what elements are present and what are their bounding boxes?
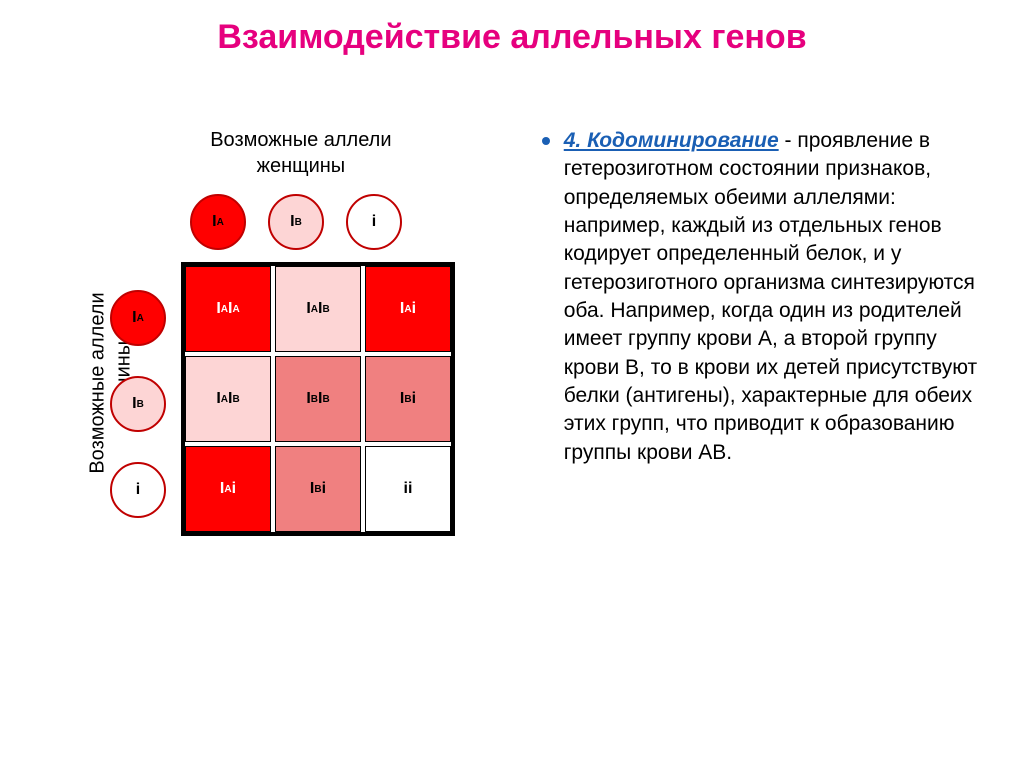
punnett-cell: IAi bbox=[185, 446, 271, 532]
allele-circle: i bbox=[346, 194, 402, 250]
punnett-cell: IAIB bbox=[275, 266, 361, 352]
punnett-cell: IAIB bbox=[185, 356, 271, 442]
allele-circle: IB bbox=[110, 376, 166, 432]
punnett-cell: IAi bbox=[365, 266, 451, 352]
text-panel: 4. Кодоминирование - проявление в гетеро… bbox=[542, 127, 994, 536]
allele-circle: IB bbox=[268, 194, 324, 250]
definition-body: - проявление в гетерозиготном состоянии … bbox=[564, 129, 977, 464]
column-allele-headers: IA IB i bbox=[190, 194, 512, 250]
punnett-cell: ii bbox=[365, 446, 451, 532]
punnett-square-area: IAIBi IAIBi IAIAIAIBIAiIAIBIBIBIBiIAiIBi… bbox=[110, 194, 512, 536]
punnett-cell: IBi bbox=[275, 446, 361, 532]
female-alleles-label: Возможные аллели женщины bbox=[90, 127, 512, 179]
punnett-cell: IAIA bbox=[185, 266, 271, 352]
definition-text: 4. Кодоминирование - проявление в гетеро… bbox=[564, 127, 994, 467]
codominance-term: 4. Кодоминирование bbox=[564, 129, 779, 152]
allele-circle: IA bbox=[190, 194, 246, 250]
allele-circle: i bbox=[110, 462, 166, 518]
female-label-l1: Возможные аллели bbox=[210, 129, 391, 151]
male-label-l1: Возможные аллели bbox=[87, 292, 109, 473]
content-area: Возможные аллели женщины Возможные аллел… bbox=[0, 67, 1024, 566]
grid-row-wrap: IAIBi IAIAIAIBIAiIAIBIBIBIBiIAiIBiii bbox=[110, 262, 512, 536]
diagram-panel: Возможные аллели женщины Возможные аллел… bbox=[30, 127, 512, 536]
definition-item: 4. Кодоминирование - проявление в гетеро… bbox=[542, 127, 994, 467]
page-title: Взаимодействие аллельных генов bbox=[0, 0, 1024, 67]
punnett-grid: IAIAIAIBIAiIAIBIBIBIBiIAiIBiii bbox=[181, 262, 455, 536]
row-allele-headers: IA IB i bbox=[110, 290, 166, 518]
punnett-cell: IBi bbox=[365, 356, 451, 442]
female-label-l2: женщины bbox=[257, 155, 346, 177]
bullet-icon bbox=[542, 137, 550, 145]
allele-circle: IA bbox=[110, 290, 166, 346]
punnett-cell: IBIB bbox=[275, 356, 361, 442]
